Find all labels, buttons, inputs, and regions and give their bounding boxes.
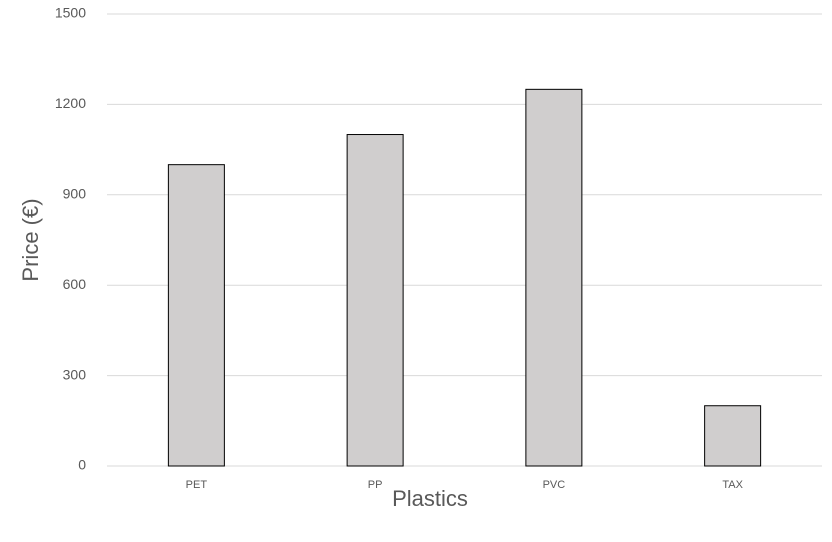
- x-tick-label: PVC: [543, 479, 566, 491]
- x-axis-title: Plastics: [392, 486, 468, 511]
- y-tick-label: 900: [63, 186, 87, 202]
- y-tick-label: 300: [63, 366, 87, 382]
- y-tick-label: 600: [63, 276, 87, 292]
- y-axis-title: Price (€): [18, 198, 43, 281]
- y-tick-label: 1500: [55, 5, 86, 21]
- bar: [525, 88, 583, 467]
- x-tick-label: PP: [368, 479, 383, 491]
- y-tick-label: 0: [78, 457, 86, 473]
- x-tick-label: PET: [186, 479, 208, 491]
- y-tick-label: 1200: [55, 95, 86, 111]
- bar: [167, 164, 225, 467]
- bar: [704, 405, 762, 467]
- x-tick-label: TAX: [722, 479, 743, 491]
- bar: [346, 134, 404, 467]
